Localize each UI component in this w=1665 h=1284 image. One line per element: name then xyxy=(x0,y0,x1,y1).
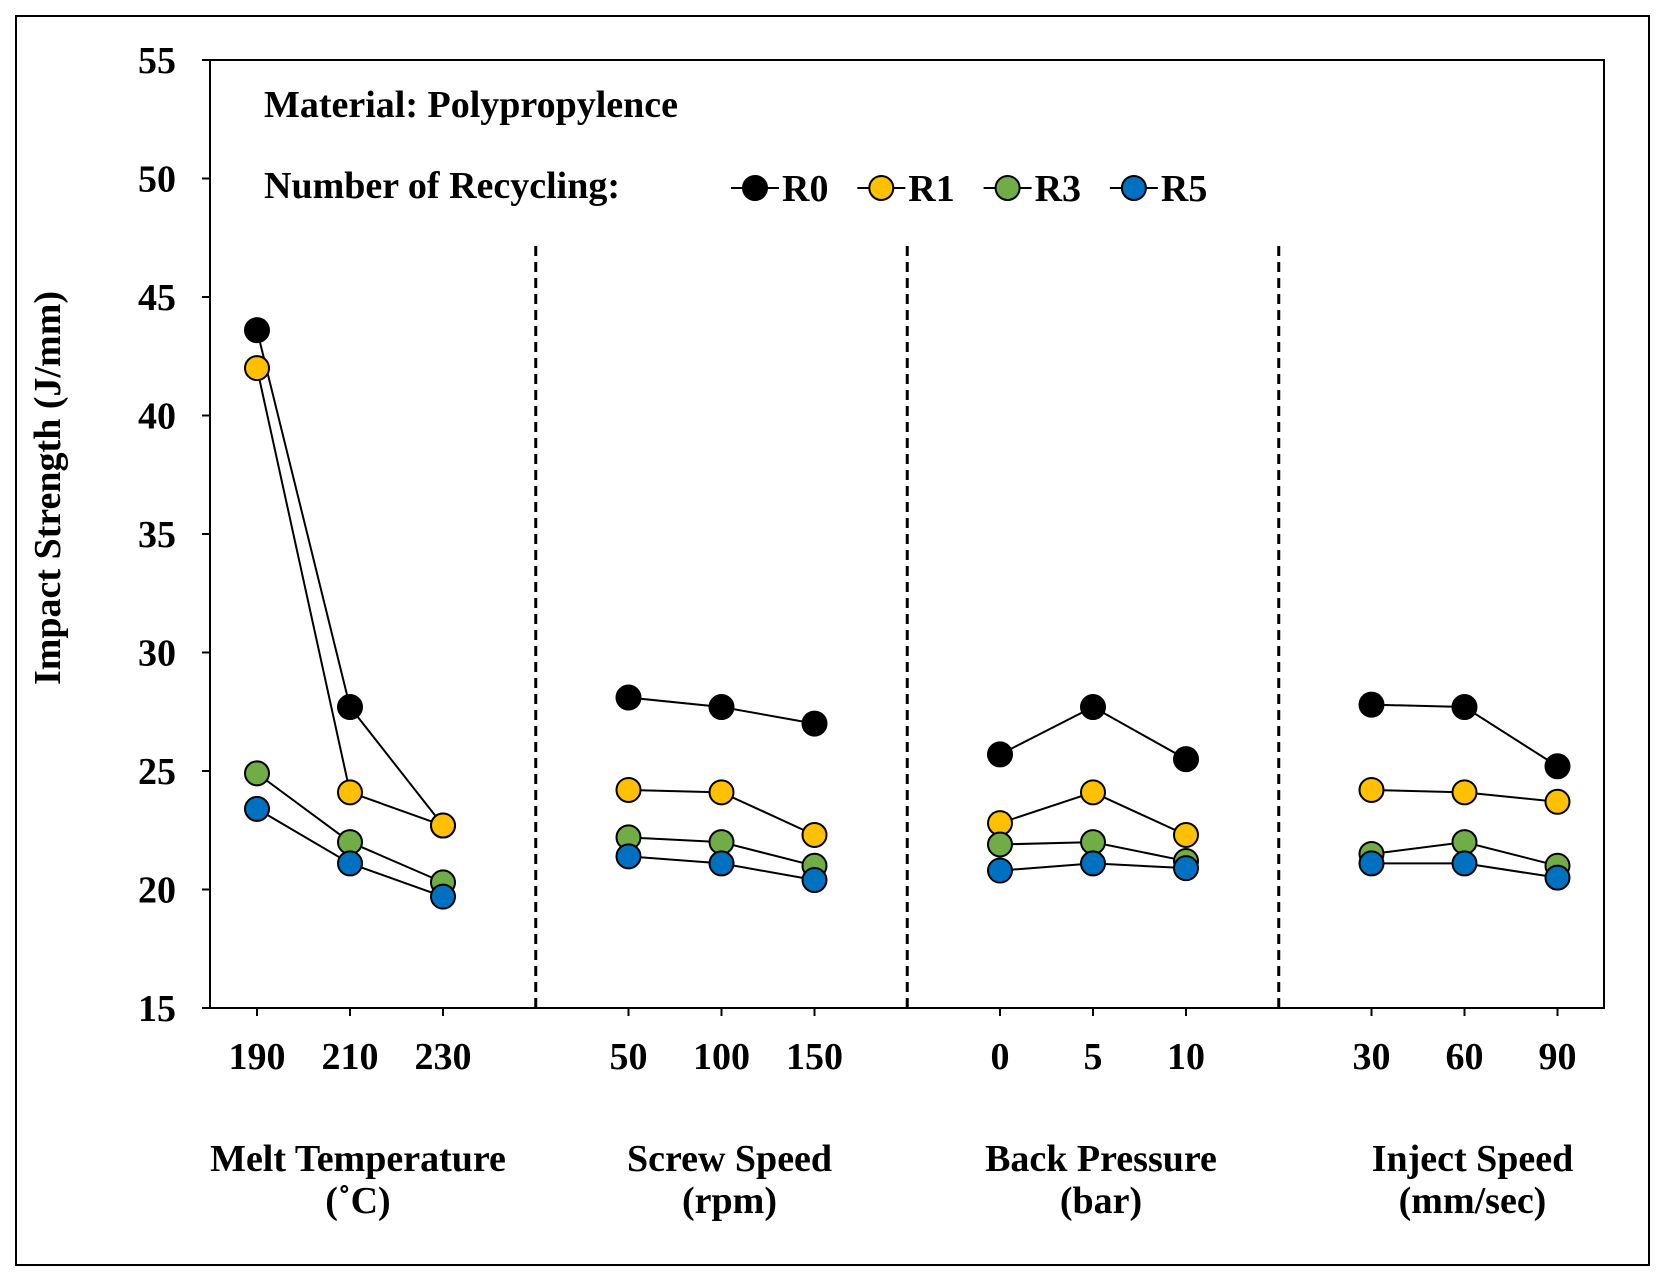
r0-point-back-pressure-10 xyxy=(1173,746,1199,773)
legend-marker-r0 xyxy=(742,175,768,201)
figure-border xyxy=(15,15,1650,1266)
group-unit-inject-speed: (mm/sec) xyxy=(1399,1180,1547,1222)
r1-point-melt-temperature-190 xyxy=(244,355,270,382)
r3-point-back-pressure-0 xyxy=(987,831,1013,858)
r1-point-back-pressure-5 xyxy=(1080,779,1106,806)
r5-point-screw-speed-150 xyxy=(801,867,828,894)
x-axis-ticks: 190 210 230 50 100 150 0 5 10 30 60 90 xyxy=(229,1008,1577,1078)
r0-point-inject-speed-90 xyxy=(1544,753,1571,780)
r5-point-melt-temperature-190 xyxy=(244,795,270,822)
r0-point-back-pressure-5 xyxy=(1080,694,1106,721)
y-tick-label-25: 25 xyxy=(138,751,176,793)
group-label-inject-speed: Inject Speed xyxy=(1372,1138,1574,1180)
r1-point-melt-temperature-210 xyxy=(337,779,363,806)
group-unit-melt-temperature: (˚C) xyxy=(325,1180,390,1222)
legend-label-r1: R1 xyxy=(908,168,954,210)
y-tick-label-35: 35 xyxy=(138,514,176,556)
legend-label-r3: R3 xyxy=(1035,168,1081,210)
r1-point-screw-speed-100 xyxy=(708,779,735,806)
r1-point-inject-speed-30 xyxy=(1358,776,1385,803)
group-label-screw-speed: Screw Speed xyxy=(627,1138,832,1180)
legend: R0 R1 R3 R5 xyxy=(731,168,1207,210)
x-tick-label-back-pressure-5: 5 xyxy=(1084,1036,1103,1078)
group-unit-screw-speed: (rpm) xyxy=(682,1180,777,1222)
y-tick-label-30: 30 xyxy=(138,633,176,675)
x-tick-label-back-pressure-0: 0 xyxy=(991,1036,1010,1078)
r1-point-screw-speed-150 xyxy=(801,821,828,848)
y-tick-label-50: 50 xyxy=(138,159,176,201)
x-tick-label-back-pressure-10: 10 xyxy=(1167,1036,1205,1078)
x-tick-label-melt-temperature-190: 190 xyxy=(229,1036,286,1078)
r5-point-back-pressure-5 xyxy=(1080,850,1106,877)
r0-point-screw-speed-150 xyxy=(801,710,828,737)
r0-point-melt-temperature-210 xyxy=(337,694,363,721)
r5-point-inject-speed-60 xyxy=(1451,850,1478,877)
legend-marker-r3 xyxy=(994,175,1021,201)
x-tick-label-inject-speed-90: 90 xyxy=(1539,1036,1577,1078)
r0-point-screw-speed-100 xyxy=(708,694,735,721)
r1-point-screw-speed-50 xyxy=(615,776,642,803)
group-label-melt-temperature: Melt Temperature xyxy=(210,1138,506,1180)
r5-point-back-pressure-0 xyxy=(987,857,1013,884)
legend-marker-r1 xyxy=(868,175,895,201)
r3-point-melt-temperature-190 xyxy=(244,760,270,787)
r0-point-inject-speed-60 xyxy=(1451,694,1478,721)
r5-point-inject-speed-90 xyxy=(1544,864,1571,891)
series-markers xyxy=(244,317,1571,910)
y-tick-label-40: 40 xyxy=(138,396,176,438)
r0-point-inject-speed-30 xyxy=(1358,691,1385,718)
r0-point-melt-temperature-190 xyxy=(244,317,270,344)
r5-point-melt-temperature-230 xyxy=(430,883,456,910)
group-labels: Melt Temperature(˚C) Screw Speed(rpm) Back… xyxy=(210,1138,1573,1222)
x-tick-label-melt-temperature-230: 230 xyxy=(415,1036,472,1078)
r5-point-screw-speed-100 xyxy=(708,850,735,877)
r5-point-melt-temperature-210 xyxy=(337,850,363,877)
r0-point-screw-speed-50 xyxy=(615,684,642,711)
r1-point-melt-temperature-230 xyxy=(430,812,456,839)
r1-point-back-pressure-10 xyxy=(1173,821,1199,848)
x-tick-label-screw-speed-50: 50 xyxy=(610,1036,648,1078)
x-tick-label-inject-speed-30: 30 xyxy=(1353,1036,1391,1078)
x-tick-label-screw-speed-100: 100 xyxy=(693,1036,750,1078)
y-tick-label-55: 55 xyxy=(138,40,176,82)
r0-point-back-pressure-0 xyxy=(987,741,1013,768)
legend-label-r0: R0 xyxy=(782,168,828,210)
legend-marker-r5 xyxy=(1120,175,1147,201)
x-tick-label-inject-speed-60: 60 xyxy=(1446,1036,1484,1078)
y-axis-label: Impact Strength (J/mm) xyxy=(27,291,69,685)
r5-point-inject-speed-30 xyxy=(1358,850,1385,877)
y-tick-label-20: 20 xyxy=(138,870,176,912)
group-unit-back-pressure: (bar) xyxy=(1060,1180,1142,1222)
x-tick-label-screw-speed-150: 150 xyxy=(786,1036,843,1078)
y-axis-ticks: 15 20 25 30 35 40 45 50 55 xyxy=(138,40,210,1030)
group-label-back-pressure: Back Pressure xyxy=(985,1138,1217,1180)
legend-label-r5: R5 xyxy=(1161,168,1207,210)
r1-point-inject-speed-60 xyxy=(1451,779,1478,806)
y-tick-label-45: 45 xyxy=(138,277,176,319)
y-tick-label-15: 15 xyxy=(138,988,176,1030)
material-annotation: Material: Polypropylence xyxy=(264,84,678,126)
x-tick-label-melt-temperature-210: 210 xyxy=(322,1036,379,1078)
legend-title: Number of Recycling: xyxy=(264,165,620,207)
r1-point-inject-speed-90 xyxy=(1544,788,1571,815)
r5-point-screw-speed-50 xyxy=(615,843,642,870)
r5-point-back-pressure-10 xyxy=(1173,855,1199,882)
